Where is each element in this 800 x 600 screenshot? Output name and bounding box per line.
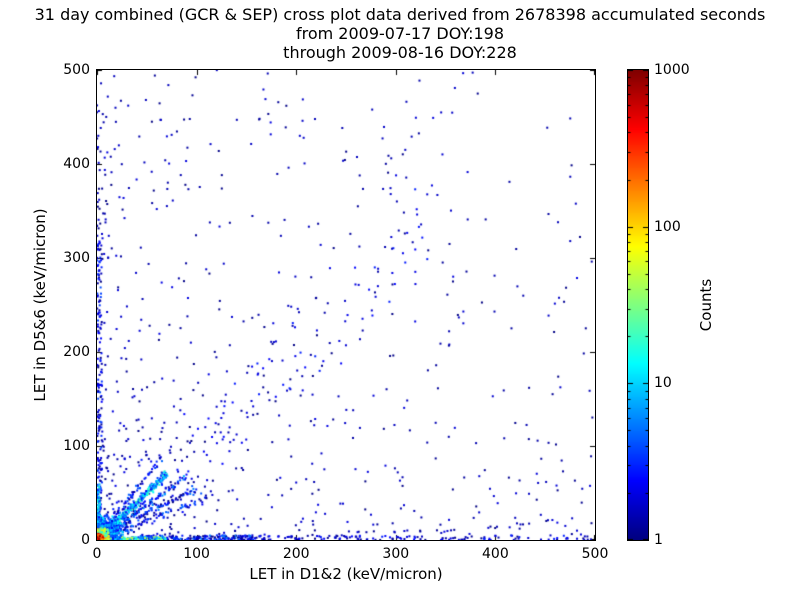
y-tick-label: 400 bbox=[63, 156, 90, 172]
colorbar-tick-label: 10 bbox=[654, 375, 672, 392]
plot-area bbox=[96, 69, 596, 541]
x-tick-label: 0 bbox=[92, 546, 102, 562]
y-tick-label: 300 bbox=[63, 250, 90, 266]
y-tick-label: 100 bbox=[63, 438, 90, 454]
chart-subtitle-from: from 2009-07-17 DOY:198 bbox=[295, 24, 504, 43]
x-tick-label: 200 bbox=[282, 546, 310, 562]
x-tick-label: 300 bbox=[382, 546, 410, 562]
y-axis-label: LET in D5&6 (keV/micron) bbox=[31, 208, 49, 402]
x-tick-label: 400 bbox=[482, 546, 509, 562]
chart-subtitle-through: through 2009-08-16 DOY:228 bbox=[283, 43, 517, 62]
chart-title: 31 day combined (GCR & SEP) cross plot d… bbox=[34, 5, 766, 24]
y-tick-label: 200 bbox=[63, 344, 90, 360]
scatter-canvas bbox=[97, 70, 595, 540]
y-tick-label: 500 bbox=[63, 62, 90, 78]
colorbar-tick-label: 1000 bbox=[654, 62, 690, 78]
colorbar bbox=[627, 69, 649, 541]
colorbar-tick-label: 100 bbox=[654, 218, 681, 235]
x-axis-label: LET in D1&2 (keV/micron) bbox=[249, 565, 443, 583]
y-tick-label: 0 bbox=[81, 532, 90, 548]
colorbar-label: Counts bbox=[697, 278, 715, 332]
colorbar-canvas bbox=[628, 70, 648, 540]
x-tick-label: 500 bbox=[581, 546, 609, 562]
x-tick-label: 100 bbox=[183, 546, 210, 562]
colorbar-tick-label: 1 bbox=[654, 532, 663, 548]
